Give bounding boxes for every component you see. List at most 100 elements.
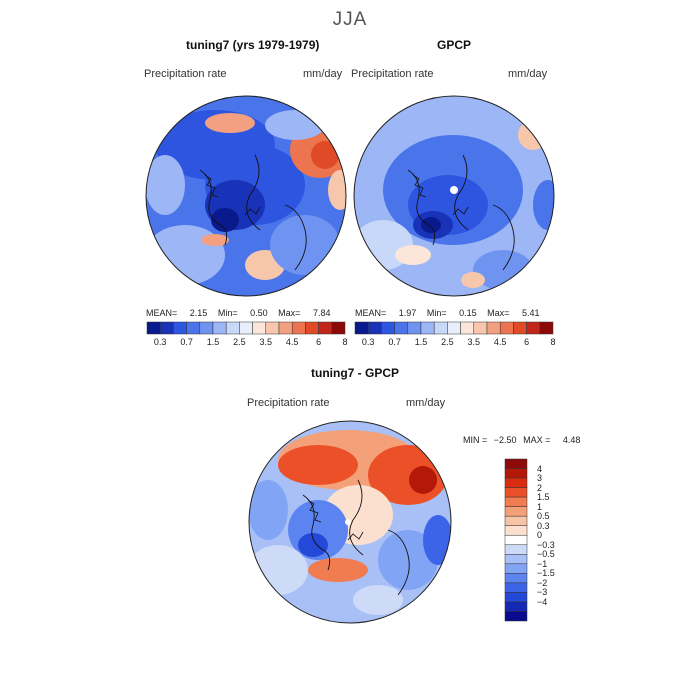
colorbar-swatch: [265, 321, 280, 335]
colorbar-swatch: [252, 321, 267, 335]
colorbar-swatch: [499, 321, 514, 335]
colorbar-tick-label: 2.5: [233, 337, 246, 347]
colorbar-swatch: [173, 321, 187, 335]
diff-colorbar-swatch: [504, 592, 528, 603]
diff-panel-units: mm/day: [406, 397, 446, 409]
colorbar-swatch: [381, 321, 395, 335]
colorbar-swatch: [367, 321, 382, 335]
colorbar-swatch: [318, 321, 333, 335]
diff-colorbar-tick-label: −3: [537, 587, 548, 598]
panel-2-mean-value: 1.97: [398, 308, 417, 318]
panel-2-min-value: 0.15: [459, 308, 477, 318]
colorbar-tick-label: 4.5: [285, 337, 299, 347]
diff-colorbar-swatch: [504, 515, 528, 526]
colorbar-swatch: [394, 321, 409, 335]
diff-colorbar-tick-label: 0.5: [537, 511, 550, 522]
panel-1-min-value: 0.50: [250, 308, 268, 318]
colorbar-swatch: [407, 321, 422, 335]
diff-max-label: MAX =: [523, 435, 551, 445]
panel-1-units: mm/day: [303, 68, 343, 80]
diff-colorbar-swatch: [504, 563, 528, 574]
colorbar-tick-label: 8: [342, 337, 348, 347]
colorbar-swatch: [186, 321, 201, 335]
colorbar-swatch: [433, 321, 448, 335]
colorbar-swatch: [212, 321, 227, 335]
colorbar-swatch: [239, 321, 253, 335]
colorbar-tick-label: 6: [524, 337, 530, 347]
colorbar-swatch: [159, 321, 174, 335]
colorbar-swatch: [291, 321, 306, 335]
panel-1-variable: Precipitation rate: [144, 68, 227, 80]
colorbar-tick-label: 2.5: [441, 337, 454, 347]
diff-min-label: MIN =: [463, 435, 488, 445]
colorbar-tick-label: 0.7: [180, 337, 193, 347]
diff-colorbar-tick-label: 0.3: [537, 520, 550, 531]
colorbar-swatch: [225, 321, 240, 335]
panel-1-map: [145, 95, 347, 297]
panel-1-min-label: Min=: [217, 308, 238, 318]
colorbar-swatch: [447, 321, 461, 335]
diff-colorbar: [504, 458, 528, 622]
colorbar-swatch: [305, 321, 319, 335]
diff-colorbar-swatch: [504, 611, 528, 622]
colorbar-tick-label: 1.5: [414, 337, 428, 347]
panel-2-units: mm/day: [508, 68, 548, 80]
colorbar-swatch: [460, 321, 475, 335]
colorbar-tick-label: 4.5: [493, 337, 507, 347]
diff-colorbar-tick-label: 3: [537, 473, 543, 484]
diff-colorbar-tick-label: −0.3: [537, 539, 555, 550]
colorbar-swatch: [331, 321, 346, 335]
panel-2-max-value: 5.41: [521, 308, 540, 318]
diff-colorbar-tick-label: −4: [537, 596, 548, 607]
panel-1-mean-value: 2.15: [189, 308, 208, 318]
diff-colorbar-swatch: [504, 458, 528, 469]
colorbar-swatch: [420, 321, 435, 335]
diff-colorbar-swatch: [504, 506, 528, 517]
diff-panel-title: tuning7 - GPCP: [311, 366, 399, 380]
colorbar-swatch: [199, 321, 214, 335]
colorbar-tick-label: 0.7: [388, 337, 401, 347]
colorbar-swatch: [526, 321, 541, 335]
colorbar-tick-label: 0.3: [361, 337, 375, 347]
panel-2-min-label: Min=: [426, 308, 447, 318]
panel-2-title: GPCP: [437, 38, 472, 52]
colorbar-swatch: [513, 321, 527, 335]
colorbar-tick-label: 3.5: [467, 337, 481, 347]
diff-colorbar-tick-label: −0.5: [537, 549, 555, 560]
diff-colorbar-tick-label: 0: [537, 530, 543, 541]
diff-colorbar-swatch: [504, 477, 528, 488]
colorbar-swatch: [486, 321, 501, 335]
colorbar-tick-label: 3.5: [259, 337, 273, 347]
diff-colorbar-swatch: [504, 468, 528, 479]
panel-1-title: tuning7 (yrs 1979-1979): [186, 38, 320, 52]
diff-colorbar-tick-label: 1: [537, 501, 543, 512]
diff-colorbar-tick-label: −1.5: [537, 568, 555, 579]
colorbar-tick-label: 8: [550, 337, 556, 347]
panel-1-colorbar: [146, 321, 346, 335]
diff-colorbar-swatch: [504, 601, 528, 612]
diff-panel-variable: Precipitation rate: [247, 397, 330, 409]
colorbar-swatch: [539, 321, 554, 335]
colorbar-tick-label: 6: [316, 337, 322, 347]
diff-panel-map: [248, 420, 452, 624]
colorbar-swatch: [278, 321, 293, 335]
diff-colorbar-swatch: [504, 544, 528, 555]
diff-colorbar-tick-label: −2: [537, 577, 548, 588]
season-title: JJA: [332, 9, 368, 30]
panel-1-max-label: Max=: [278, 308, 301, 318]
diff-colorbar-swatch: [504, 554, 528, 565]
panel-2-colorbar: [354, 321, 554, 335]
diff-colorbar-tick-label: 1.5: [537, 492, 550, 503]
diff-colorbar-swatch: [504, 487, 528, 498]
panel-2-map: [353, 95, 555, 297]
colorbar-swatch: [146, 321, 161, 335]
diff-colorbar-swatch: [504, 582, 528, 593]
diff-colorbar-swatch: [504, 573, 528, 584]
diff-colorbar-tick-label: 4: [537, 463, 543, 474]
diff-colorbar-tick-label: 2: [537, 482, 543, 493]
colorbar-swatch: [473, 321, 488, 335]
diff-colorbar-swatch: [504, 496, 528, 507]
colorbar-tick-label: 1.5: [206, 337, 220, 347]
diff-max-value: 4.48: [562, 435, 581, 445]
colorbar-swatch: [354, 321, 369, 335]
